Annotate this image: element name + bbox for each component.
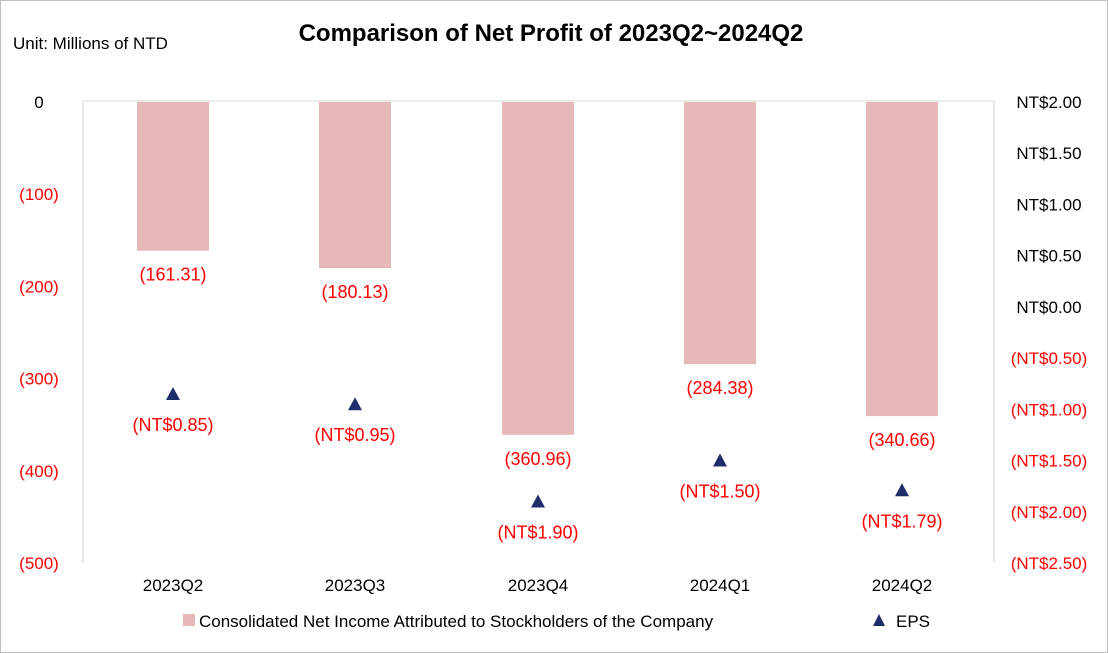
- right-tick-label: (NT$2.00): [1011, 503, 1088, 522]
- legend: Consolidated Net Income Attributed to St…: [183, 612, 930, 631]
- eps-data-label: (NT$0.95): [314, 425, 395, 445]
- bar: [866, 102, 938, 417]
- category-label: 2024Q1: [690, 576, 751, 595]
- unit-label: Unit: Millions of NTD: [13, 34, 168, 53]
- eps-data-label: (NT$1.79): [861, 511, 942, 531]
- bar-data-label: (161.31): [139, 265, 206, 285]
- legend-marker-eps: [873, 614, 885, 626]
- category-labels: 2023Q2 2023Q3 2023Q4 2024Q1 2024Q2: [143, 576, 933, 595]
- legend-swatch-net-income: [183, 614, 195, 626]
- left-y-axis: 0 (100) (200) (300) (400) (500): [19, 93, 59, 573]
- category-label: 2023Q2: [143, 576, 204, 595]
- left-tick-label: (500): [19, 554, 59, 573]
- bar-data-label: (180.13): [321, 282, 388, 302]
- eps-marker: [895, 483, 909, 497]
- legend-label-eps: EPS: [896, 612, 930, 631]
- right-tick-label: (NT$1.00): [1011, 400, 1088, 419]
- bar-series: (161.31) (180.13) (360.96) (284.38) (340.66): [137, 102, 938, 469]
- category-label: 2023Q3: [325, 576, 386, 595]
- right-tick-label: (NT$2.50): [1011, 554, 1088, 573]
- bar-data-label: (340.66): [868, 430, 935, 450]
- left-tick-label: (400): [19, 462, 59, 481]
- eps-marker: [166, 386, 180, 400]
- category-label: 2023Q4: [508, 576, 569, 595]
- left-tick-label: (100): [19, 185, 59, 204]
- bar: [319, 102, 391, 269]
- left-tick-label: (300): [19, 370, 59, 389]
- eps-marker: [348, 397, 362, 411]
- eps-marker: [713, 453, 727, 467]
- eps-marker: [531, 494, 545, 508]
- right-tick-label: NT$0.00: [1016, 298, 1081, 317]
- bar-data-label: (284.38): [686, 378, 753, 398]
- right-tick-label: NT$1.00: [1016, 195, 1081, 214]
- eps-data-label: (NT$0.85): [132, 415, 213, 435]
- right-tick-label: NT$2.00: [1016, 93, 1081, 112]
- category-label: 2024Q2: [872, 576, 933, 595]
- right-tick-label: (NT$0.50): [1011, 349, 1088, 368]
- legend-label-net-income: Consolidated Net Income Attributed to St…: [199, 612, 714, 631]
- right-y-axis: NT$2.00 NT$1.50 NT$1.00 NT$0.50 NT$0.00 (NT$0…: [1011, 93, 1088, 573]
- left-tick-label: (200): [19, 277, 59, 296]
- right-tick-label: NT$0.50: [1016, 247, 1081, 266]
- left-tick-label: 0: [34, 93, 43, 112]
- bar-data-label: (360.96): [504, 449, 571, 469]
- right-tick-label: NT$1.50: [1016, 144, 1081, 163]
- chart-title: Comparison of Net Profit of 2023Q2~2024Q…: [299, 20, 804, 47]
- eps-data-label: (NT$1.90): [497, 523, 578, 543]
- right-tick-label: (NT$1.50): [1011, 452, 1088, 471]
- bar: [502, 102, 574, 435]
- bar: [137, 102, 209, 251]
- eps-data-label: (NT$1.50): [679, 482, 760, 502]
- bar: [684, 102, 756, 365]
- eps-series: (NT$0.85) (NT$0.95) (NT$1.90) (NT$1.50) (NT$…: [132, 386, 943, 543]
